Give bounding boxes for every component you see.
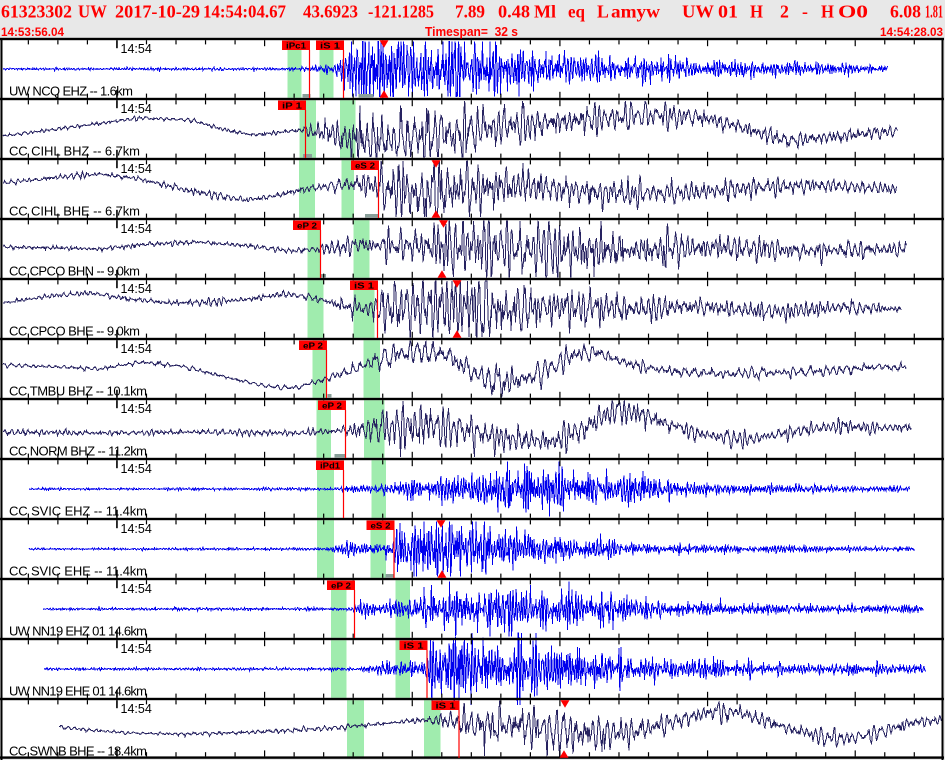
svg-text:eS 2: eS 2 [355, 160, 375, 170]
svg-text:eP 2: eP 2 [322, 400, 342, 410]
svg-text:-121.1285: -121.1285 [368, 2, 434, 22]
svg-text:0.48: 0.48 [498, 2, 530, 22]
svg-text:14:54: 14:54 [121, 342, 152, 356]
svg-text:14:54: 14:54 [121, 162, 152, 176]
svg-text:UW NCQ EHZ -- 1.6km: UW NCQ EHZ -- 1.6km [9, 84, 133, 99]
svg-text:iS 1: iS 1 [320, 40, 340, 50]
svg-text:14:54: 14:54 [121, 642, 152, 656]
svg-text:CC TMBU BHZ -- 10.1km: CC TMBU BHZ -- 10.1km [9, 384, 147, 399]
svg-text:14:54: 14:54 [121, 702, 152, 716]
svg-text:CC CPCO BHN -- 9.0km: CC CPCO BHN -- 9.0km [9, 264, 140, 279]
svg-text:eP 2: eP 2 [303, 340, 323, 350]
svg-text:1.81: 1.81 [925, 2, 943, 22]
svg-text:Ml: Ml [534, 2, 556, 22]
svg-text:iP 1: iP 1 [282, 100, 302, 110]
svg-text:iPd1: iPd1 [320, 460, 340, 470]
svg-text:2017-10-29: 2017-10-29 [115, 2, 200, 22]
svg-text:6.08: 6.08 [890, 2, 921, 22]
svg-text:amyw: amyw [611, 2, 660, 22]
svg-text:eS 2: eS 2 [371, 520, 391, 530]
svg-text:01: 01 [718, 2, 738, 22]
svg-text:H: H [821, 2, 834, 22]
svg-text:eP 2: eP 2 [331, 580, 351, 590]
svg-text:CC NORM BHZ -- 11.2km: CC NORM BHZ -- 11.2km [9, 444, 147, 459]
svg-text:UW: UW [682, 2, 714, 22]
svg-text:14:54:28.03: 14:54:28.03 [880, 25, 943, 39]
svg-text:14:54: 14:54 [121, 462, 152, 476]
svg-text:14:54: 14:54 [121, 102, 152, 116]
svg-text:CC CIHL BHE -- 6.7km: CC CIHL BHE -- 6.7km [9, 204, 140, 219]
svg-text:14:54: 14:54 [121, 522, 152, 536]
svg-text:L: L [597, 2, 609, 22]
svg-text:iS 1: iS 1 [404, 640, 424, 650]
svg-text:2: 2 [780, 2, 789, 22]
svg-text:CC SVIC EHZ -- 11.4km: CC SVIC EHZ -- 11.4km [9, 504, 147, 519]
svg-text:43.6923: 43.6923 [303, 2, 358, 22]
svg-text:CC CPCO BHE -- 9.0km: CC CPCO BHE -- 9.0km [9, 324, 140, 339]
svg-text:CC SVIC EHE -- 11.4km: CC SVIC EHE -- 11.4km [9, 564, 147, 579]
svg-text:14:54: 14:54 [121, 222, 152, 236]
svg-text:iPc1: iPc1 [286, 40, 306, 50]
svg-text:14:54: 14:54 [121, 42, 152, 56]
svg-text:UW NN19 EHE 01 14.6km: UW NN19 EHE 01 14.6km [9, 684, 147, 699]
svg-text:eP 2: eP 2 [297, 220, 317, 230]
svg-text:14:54: 14:54 [121, 282, 152, 296]
svg-text:‑: ‑ [802, 2, 808, 22]
svg-text:14:54: 14:54 [121, 402, 152, 416]
svg-text:UW: UW [78, 2, 107, 22]
svg-text:CC SWNB BHE -- 18.4km: CC SWNB BHE -- 18.4km [9, 744, 147, 759]
svg-text:Timespan= 32 s: Timespan= 32 s [425, 25, 518, 39]
svg-text:CC CIHL BHZ -- 6.7km: CC CIHL BHZ -- 6.7km [9, 144, 140, 159]
svg-text:7.89: 7.89 [455, 2, 485, 22]
svg-text:14:53:56.04: 14:53:56.04 [1, 25, 64, 39]
svg-text:UW NN19 EHZ 01 14.6km: UW NN19 EHZ 01 14.6km [9, 624, 147, 639]
svg-text:14:54:04.67: 14:54:04.67 [203, 2, 286, 22]
svg-text:61323302: 61323302 [1, 2, 72, 22]
svg-text:iS 1: iS 1 [436, 700, 456, 710]
svg-text:O0: O0 [838, 2, 868, 22]
svg-text:14:54: 14:54 [121, 582, 152, 596]
svg-text:H: H [750, 2, 763, 22]
svg-text:iS 1: iS 1 [354, 280, 374, 290]
svg-text:eq: eq [568, 2, 585, 22]
